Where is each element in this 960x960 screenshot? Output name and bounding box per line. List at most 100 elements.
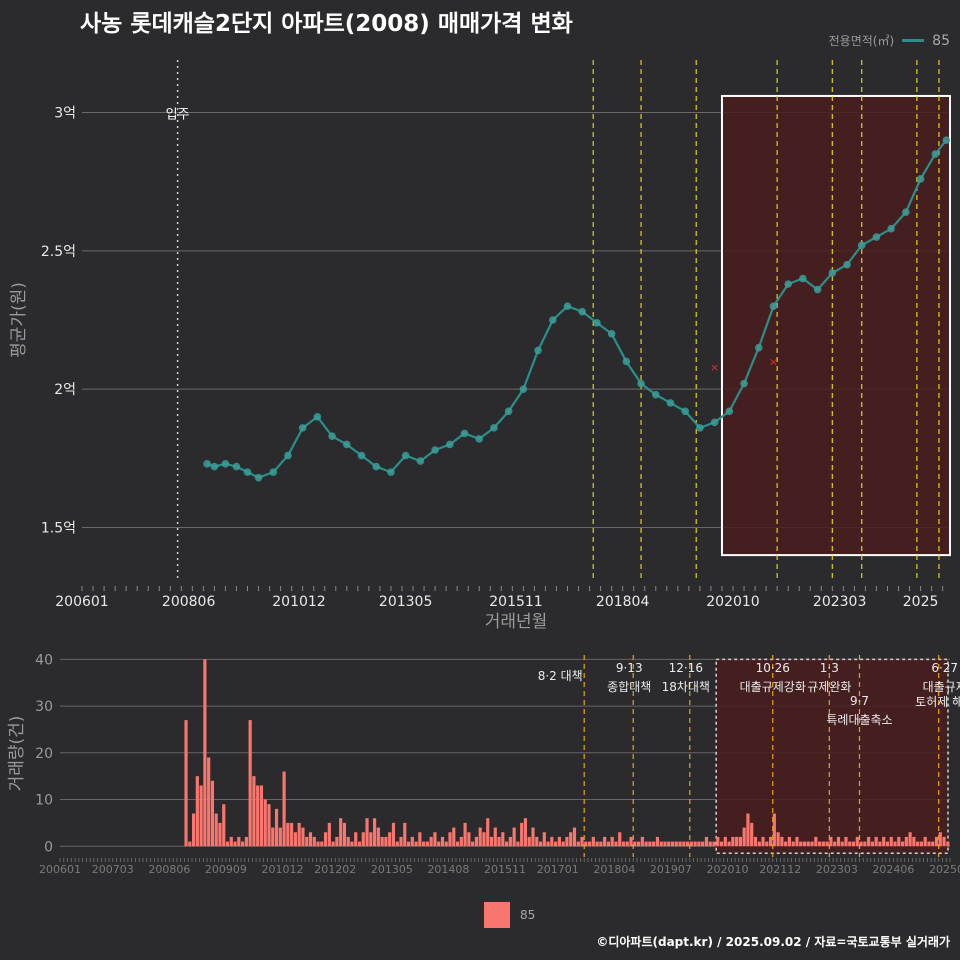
volume-bar (765, 841, 769, 847)
volume-bar (278, 827, 282, 847)
volume-bar (248, 720, 252, 847)
volume-policy-label: 18차대책 (662, 679, 710, 694)
volume-bar (225, 841, 230, 847)
volume-policy-label: 9·7 (850, 694, 869, 708)
volume-bar (301, 827, 305, 847)
volume-bar (323, 832, 328, 847)
volume-x-tick-label: 200601 (39, 863, 81, 876)
volume-bar (339, 818, 343, 847)
volume-bar (286, 822, 290, 847)
price-point (593, 318, 601, 327)
volume-policy-label: 12·16 (669, 661, 703, 675)
price-x-tick-label: 2025 (903, 594, 939, 610)
price-point (431, 446, 439, 454)
price-x-tick-label: 202303 (813, 594, 866, 610)
volume-bar (757, 841, 761, 847)
volume-bar (350, 841, 354, 847)
volume-bar (501, 832, 505, 847)
price-x-tick-label: 201804 (596, 594, 650, 610)
price-point (534, 346, 542, 355)
volume-bar (335, 836, 339, 847)
volume-bar (535, 836, 539, 847)
volume-bar (670, 841, 675, 847)
volume-bar (191, 813, 196, 847)
price-point (548, 316, 557, 324)
price-x-tick-label: 200806 (162, 594, 216, 610)
volume-bar (735, 836, 739, 847)
volume-bar (870, 841, 874, 847)
volume-y-tick-label: 10 (35, 793, 53, 809)
price-point (696, 424, 704, 432)
volume-bar (237, 836, 241, 847)
volume-bar (576, 841, 580, 847)
volume-bar (312, 836, 316, 847)
volume-x-tick-label: 201202 (314, 863, 356, 876)
price-point (828, 269, 837, 277)
price-point (203, 460, 211, 468)
volume-bar (644, 841, 648, 847)
volume-bar (874, 836, 878, 847)
volume-bar (493, 827, 497, 847)
volume-bar (290, 822, 294, 847)
volume-bar (584, 841, 588, 847)
volume-bar (942, 836, 946, 847)
volume-bar (440, 836, 445, 847)
volume-bar (885, 841, 890, 847)
cancelled-deal-mark: × (710, 361, 719, 374)
volume-bar (833, 841, 837, 847)
volume-bar (599, 841, 603, 847)
volume-bar (346, 836, 350, 847)
volume-bar (406, 841, 411, 847)
volume-bar (727, 841, 731, 847)
volume-bar (787, 836, 792, 847)
volume-bar (471, 841, 475, 847)
volume-bar (410, 836, 414, 847)
volume-bar (474, 836, 479, 847)
price-point (343, 440, 351, 449)
volume-bar (750, 822, 754, 847)
price-point (243, 468, 252, 476)
volume-bar (538, 841, 543, 847)
price-point (710, 418, 719, 427)
volume-bar (478, 827, 482, 847)
volume-bar (188, 841, 192, 847)
volume-bar (256, 785, 260, 847)
volume-bar (625, 841, 629, 847)
volume-x-tick-label: 201408 (427, 863, 469, 876)
volume-bar (486, 818, 490, 847)
volume-bar (327, 822, 331, 847)
volume-bar (682, 841, 686, 847)
price-point (460, 429, 469, 438)
volume-bar (848, 841, 852, 847)
price-point (578, 307, 587, 316)
volume-bar (395, 841, 399, 847)
volume-bar (855, 836, 859, 847)
volume-bar (667, 841, 671, 847)
price-x-tick-label: 201511 (489, 594, 542, 610)
price-point (504, 407, 513, 416)
volume-bar (512, 827, 516, 847)
price-point (740, 379, 748, 388)
volume-y-tick-label: 40 (35, 652, 53, 668)
volume-bar (259, 785, 264, 847)
volume-policy-label: 1·3 (820, 661, 839, 675)
volume-bar (768, 836, 773, 847)
volume-bar (399, 836, 403, 847)
volume-bar (659, 841, 663, 847)
price-point (210, 462, 219, 471)
volume-bar (821, 841, 825, 847)
volume-bar (640, 836, 644, 847)
price-point (931, 150, 940, 158)
volume-bar (373, 818, 377, 847)
volume-bar (629, 836, 633, 847)
price-point (563, 302, 572, 310)
volume-bar (791, 841, 795, 847)
volume-bar (554, 841, 558, 847)
price-point (298, 424, 307, 432)
volume-bar (467, 832, 471, 847)
volume-bar (701, 841, 705, 847)
volume-bar (542, 832, 546, 847)
legend-bar-value: 85 (520, 908, 536, 922)
price-point (637, 379, 645, 388)
